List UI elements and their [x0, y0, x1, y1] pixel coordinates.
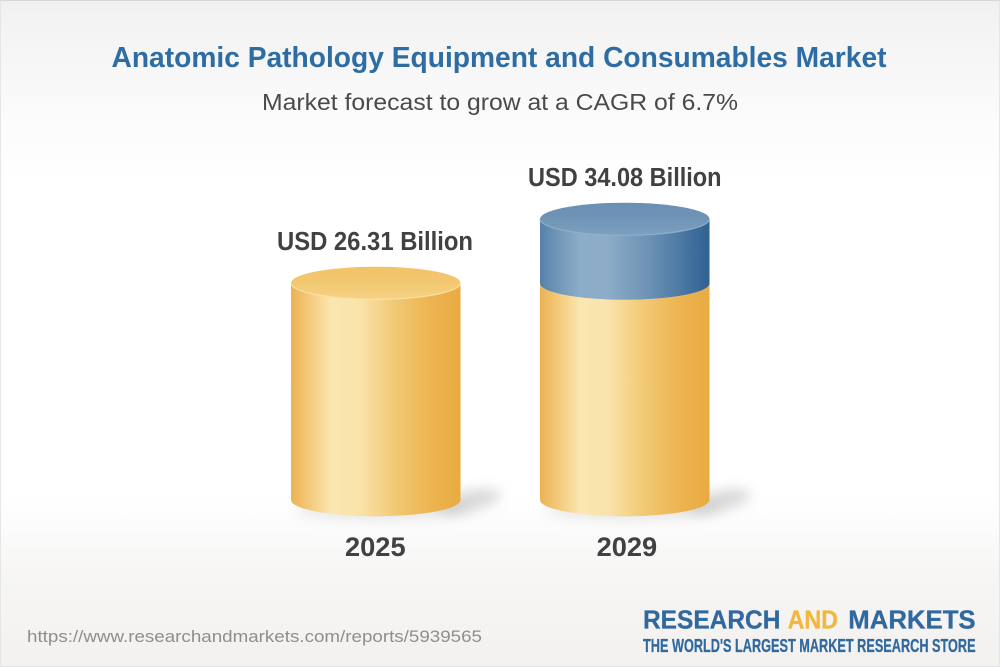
svg-text:RESEARCH: RESEARCH: [643, 604, 780, 634]
svg-text:2025: 2025: [345, 532, 406, 562]
svg-text:https://www.researchandmarkets: https://www.researchandmarkets.com/repor…: [27, 627, 482, 646]
svg-text:MARKETS: MARKETS: [848, 604, 975, 634]
svg-text:USD 26.31 Billion: USD 26.31 Billion: [277, 228, 473, 256]
svg-text:Market forecast to grow at a C: Market forecast to grow at a CAGR of 6.7…: [262, 89, 738, 115]
svg-text:THE WORLD'S LARGEST MARKET RES: THE WORLD'S LARGEST MARKET RESEARCH STOR…: [643, 636, 976, 656]
svg-text:AND: AND: [788, 604, 838, 634]
svg-text:Anatomic Pathology Equipment a: Anatomic Pathology Equipment and Consuma…: [112, 42, 887, 74]
svg-text:2029: 2029: [597, 532, 658, 562]
svg-text:USD 34.08 Billion: USD 34.08 Billion: [528, 164, 722, 192]
